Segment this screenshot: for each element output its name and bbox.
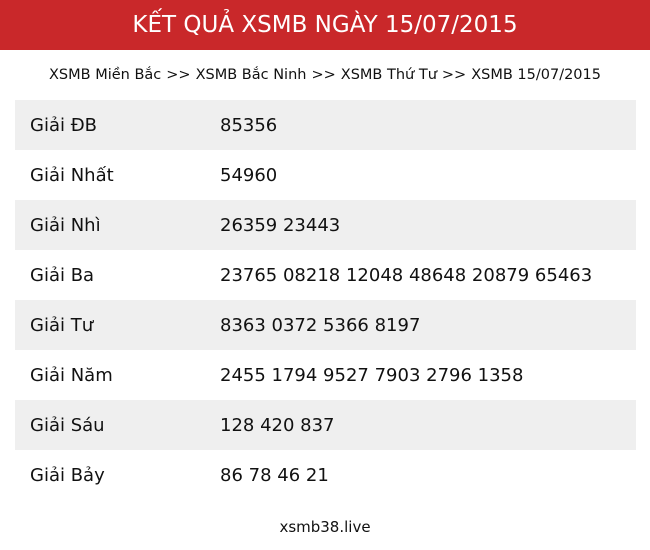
prize-numbers: 8363 0372 5366 8197 bbox=[220, 314, 421, 336]
page-title: KẾT QUẢ XSMB NGÀY 15/07/2015 bbox=[132, 12, 518, 38]
table-row: Giải Nhất 54960 bbox=[15, 150, 636, 200]
prize-numbers: 26359 23443 bbox=[220, 214, 341, 236]
prize-name: Giải ĐB bbox=[30, 114, 97, 136]
prize-name: Giải Ba bbox=[30, 264, 95, 286]
breadcrumb-separator: >> bbox=[441, 67, 467, 83]
table-row: Giải Sáu 128 420 837 bbox=[15, 400, 636, 450]
prize-numbers: 86 78 46 21 bbox=[220, 464, 329, 486]
prize-numbers: 2455 1794 9527 7903 2796 1358 bbox=[220, 364, 524, 386]
table-row: Giải Ba 23765 08218 12048 48648 20879 654… bbox=[15, 250, 636, 300]
table-row: Giải ĐB 85356 bbox=[15, 100, 636, 150]
table-row: Giải Tư 8363 0372 5366 8197 bbox=[15, 300, 636, 350]
breadcrumb-separator: >> bbox=[311, 67, 336, 83]
page-header: KẾT QUẢ XSMB NGÀY 15/07/2015 bbox=[0, 0, 650, 50]
prize-name: Giải Tư bbox=[30, 314, 94, 336]
table-row: Giải Bảy 86 78 46 21 bbox=[15, 450, 636, 500]
table-row: Giải Năm 2455 1794 9527 7903 2796 1358 bbox=[15, 350, 636, 400]
prize-numbers: 85356 bbox=[220, 114, 278, 136]
prize-name: Giải Nhì bbox=[30, 214, 101, 236]
prize-numbers: 128 420 837 bbox=[220, 414, 335, 436]
prize-name: Giải Bảy bbox=[30, 464, 105, 486]
prize-name: Giải Nhất bbox=[30, 164, 114, 186]
breadcrumb-link-mien-bac[interactable]: XSMB Miền Bắc bbox=[49, 67, 162, 83]
footer-site: xsmb38.live bbox=[279, 518, 371, 536]
table-row: Giải Nhì 26359 23443 bbox=[15, 200, 636, 250]
breadcrumb-separator: >> bbox=[166, 67, 191, 83]
prize-numbers: 54960 bbox=[220, 164, 278, 186]
prize-name: Giải Năm bbox=[30, 364, 113, 386]
prize-name: Giải Sáu bbox=[30, 414, 105, 436]
prize-numbers: 23765 08218 12048 48648 20879 65463 bbox=[220, 264, 593, 286]
breadcrumb-link-date[interactable]: XSMB 15/07/2015 bbox=[471, 67, 601, 83]
results-table: Giải ĐB 85356 Giải Nhất 54960 Giải Nhì 26359 … bbox=[15, 100, 636, 500]
breadcrumb-link-bac-ninh[interactable]: XSMB Bắc Ninh bbox=[195, 67, 307, 83]
breadcrumb-link-thu-tu[interactable]: XSMB Thứ Tư bbox=[340, 67, 437, 83]
breadcrumb: XSMB Miền Bắc >> XSMB Bắc Ninh >> XSMB T… bbox=[0, 50, 650, 100]
